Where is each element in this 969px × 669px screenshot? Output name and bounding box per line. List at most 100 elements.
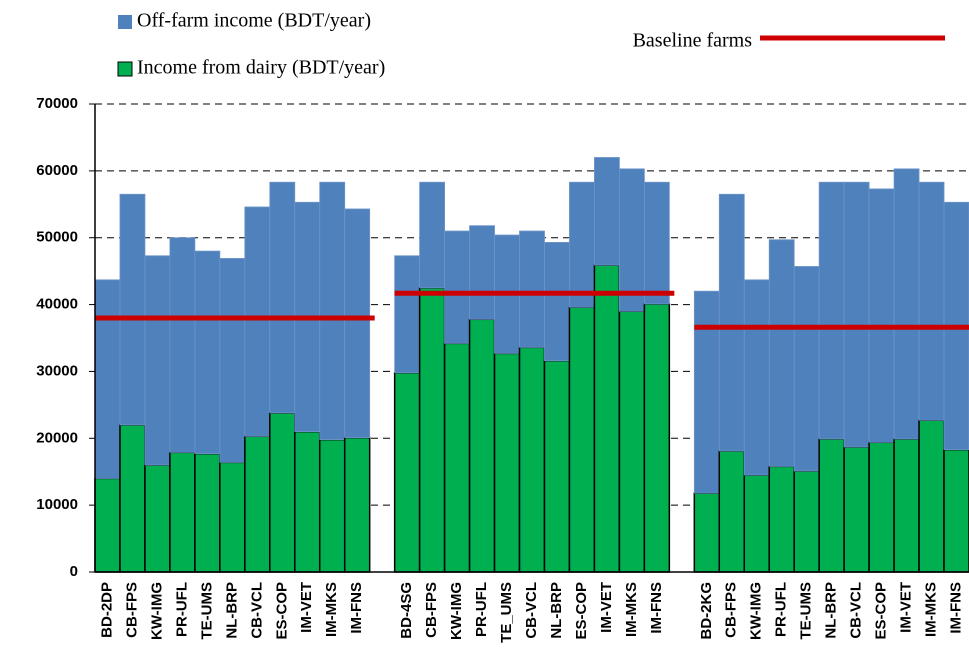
bar-segment xyxy=(718,450,746,573)
bar-segment xyxy=(818,181,845,440)
bar-segment xyxy=(619,168,645,312)
x-tick-label: KW-IMG xyxy=(748,582,765,640)
bar-segment xyxy=(219,461,246,573)
y-tick-label: 60000 xyxy=(36,162,78,179)
bar-segment xyxy=(269,412,296,573)
x-tick-label: CB-FPS xyxy=(123,582,140,638)
bar-segment xyxy=(643,181,670,305)
x-tick-label: TE-UMS xyxy=(798,582,815,640)
x-tick-label: IM-VET xyxy=(298,582,315,633)
x-tick-label: CB-VCL xyxy=(523,582,540,639)
x-tick-label: TE-UMS xyxy=(198,582,215,640)
x-tick-label: KW-IMG xyxy=(148,582,165,640)
x-tick-label: CB-FPS xyxy=(423,582,440,638)
x-tick-label: BD-2DP xyxy=(98,582,115,638)
bar-segment xyxy=(594,157,620,266)
bar-segment xyxy=(169,237,196,453)
legend-label: Income from dairy (BDT/year) xyxy=(137,57,385,79)
bar-segment xyxy=(144,464,171,573)
bar-segment xyxy=(318,438,346,573)
bar-segment xyxy=(693,492,721,573)
bar-segment xyxy=(418,287,446,573)
x-tick-label: CB-VCL xyxy=(248,582,265,639)
bar-segment xyxy=(394,255,421,374)
bar-segment xyxy=(543,359,571,573)
bar-segment xyxy=(793,470,820,573)
bar-segment xyxy=(793,266,820,472)
bar-segment xyxy=(893,168,920,440)
x-tick-label: IM-VET xyxy=(598,582,615,633)
x-tick-label: CB-VCL xyxy=(848,582,865,639)
bar-segment xyxy=(319,181,346,441)
bar-segment xyxy=(393,372,421,573)
bar-segment xyxy=(169,451,196,573)
bar-segment xyxy=(893,438,920,573)
legend-label: Baseline farms xyxy=(633,30,753,52)
y-tick-label: 40000 xyxy=(36,296,78,313)
bar-segment xyxy=(568,306,596,573)
bar-segment xyxy=(843,446,870,573)
bar-segment xyxy=(693,290,720,494)
bar-segment xyxy=(493,352,521,573)
x-tick-label: ES-COP xyxy=(873,582,890,640)
x-tick-label: IM-MKS xyxy=(923,582,940,637)
bar-segment xyxy=(593,264,621,573)
y-tick-label: 30000 xyxy=(36,362,78,379)
legend-swatch xyxy=(118,15,132,29)
bar-segment xyxy=(519,230,545,348)
x-tick-label: IM-FNS xyxy=(648,582,665,634)
x-tick-label: PR-UFL xyxy=(773,582,790,637)
x-tick-label: ES-COP xyxy=(573,582,590,640)
bar-segment xyxy=(718,193,745,452)
bar-segment xyxy=(743,474,770,573)
bar-segment xyxy=(294,430,321,573)
bar-segment xyxy=(244,206,271,437)
y-tick-label: 0 xyxy=(70,563,78,580)
bar-segment xyxy=(119,193,146,426)
y-tick-label: 70000 xyxy=(36,95,78,112)
bar-segment xyxy=(868,441,895,573)
bar-segment xyxy=(918,419,945,573)
bar-segment xyxy=(94,279,121,479)
bar-segment xyxy=(868,188,895,443)
bar-segment xyxy=(194,250,221,455)
bar-segment xyxy=(219,258,246,463)
bar-segment xyxy=(768,465,795,573)
bar-segment xyxy=(818,438,845,573)
y-tick-label: 20000 xyxy=(36,429,78,446)
bar-segment xyxy=(618,310,646,573)
y-tick-label: 10000 xyxy=(36,496,78,513)
y-tick-label: 50000 xyxy=(36,229,78,246)
bar-segment xyxy=(269,181,296,414)
bar-segment xyxy=(244,435,271,573)
x-tick-label: TE_UMS xyxy=(498,582,515,643)
bar-segment xyxy=(344,208,371,439)
x-tick-label: IM-FNS xyxy=(947,582,964,634)
bar-segment xyxy=(469,225,495,320)
bar-segment xyxy=(144,255,171,466)
x-tick-label: NL-BRP xyxy=(548,582,565,639)
bar-segment xyxy=(343,436,371,573)
x-tick-label: IM-VET xyxy=(898,582,915,633)
bar-segment xyxy=(743,279,770,476)
bar-segment xyxy=(94,477,121,573)
x-tick-label: IM-MKS xyxy=(623,582,640,637)
x-tick-label: IM-MKS xyxy=(323,582,340,637)
bar-segment xyxy=(768,239,795,467)
bar-segment xyxy=(943,448,969,573)
x-tick-label: CB-FPS xyxy=(723,582,740,638)
bar-segment xyxy=(569,181,595,308)
bar-segment xyxy=(444,230,470,344)
bar-segment xyxy=(843,181,870,448)
x-tick-label: BD-4SG xyxy=(398,582,415,639)
x-tick-label: IM-FNS xyxy=(348,582,365,634)
x-tick-label: PR-UFL xyxy=(473,582,490,637)
x-tick-label: KW-IMG xyxy=(448,582,465,640)
bar-segment xyxy=(468,318,496,573)
bar-segment xyxy=(918,181,945,421)
x-tick-label: PR-UFL xyxy=(173,582,190,637)
bar-segment xyxy=(518,346,546,573)
x-tick-label: NL-BRP xyxy=(823,582,840,639)
bar-segment xyxy=(119,424,146,573)
